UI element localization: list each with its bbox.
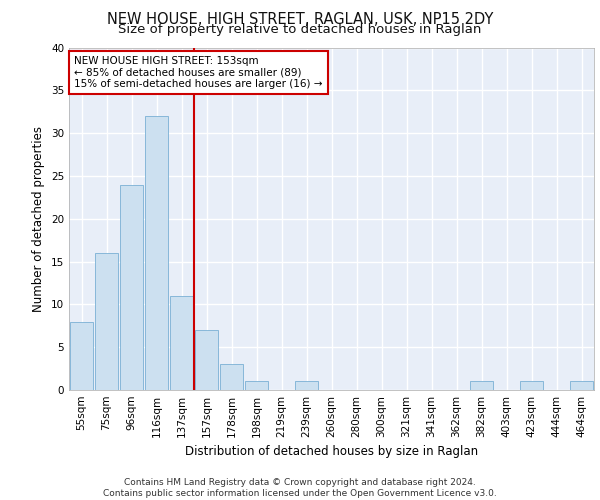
Y-axis label: Number of detached properties: Number of detached properties — [32, 126, 46, 312]
Bar — [569, 382, 593, 390]
Bar — [220, 364, 244, 390]
Bar — [70, 322, 94, 390]
Bar — [470, 382, 493, 390]
Bar — [194, 330, 218, 390]
Text: Size of property relative to detached houses in Raglan: Size of property relative to detached ho… — [118, 22, 482, 36]
Text: NEW HOUSE, HIGH STREET, RAGLAN, USK, NP15 2DY: NEW HOUSE, HIGH STREET, RAGLAN, USK, NP1… — [107, 12, 493, 28]
Text: NEW HOUSE HIGH STREET: 153sqm
← 85% of detached houses are smaller (89)
15% of s: NEW HOUSE HIGH STREET: 153sqm ← 85% of d… — [74, 56, 323, 90]
Bar — [145, 116, 169, 390]
Bar — [520, 382, 544, 390]
Bar — [119, 184, 143, 390]
X-axis label: Distribution of detached houses by size in Raglan: Distribution of detached houses by size … — [185, 446, 478, 458]
Text: Contains HM Land Registry data © Crown copyright and database right 2024.
Contai: Contains HM Land Registry data © Crown c… — [103, 478, 497, 498]
Bar — [245, 382, 268, 390]
Bar — [295, 382, 319, 390]
Bar — [95, 253, 118, 390]
Bar — [170, 296, 193, 390]
